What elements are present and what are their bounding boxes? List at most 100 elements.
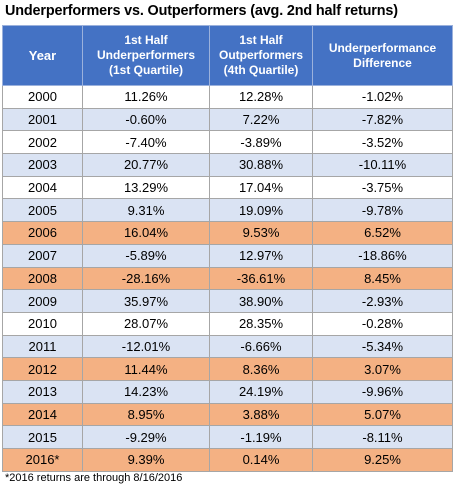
table-row: 2005 9.31% 19.09% -9.78%	[2, 198, 453, 223]
column-header-year: Year	[2, 25, 83, 86]
column-header-line: 1st Half	[124, 33, 168, 47]
table-row: 2014 8.95% 3.88% 5.07%	[2, 402, 453, 427]
cell-out: -1.19%	[209, 425, 313, 449]
cell-diff: 8.45%	[312, 266, 453, 291]
cell-out: 7.22%	[209, 107, 313, 132]
cell-under: -9.29%	[82, 425, 210, 449]
column-header-line: Underperformance	[328, 40, 437, 55]
cell-under: 11.44%	[82, 357, 210, 381]
cell-diff: -7.82%	[312, 107, 453, 132]
table-row: 2006 16.04% 9.53% 6.52%	[2, 221, 453, 245]
column-header-out: 1st Half Outperformers (4th Quartile)	[209, 25, 313, 86]
cell-diff: 5.07%	[312, 402, 453, 427]
cell-diff: 3.07%	[312, 357, 453, 381]
cell-under: 35.97%	[82, 289, 210, 313]
cell-year: 2001	[2, 107, 83, 132]
table-row: 2015 -9.29% -1.19% -8.11%	[2, 425, 453, 449]
cell-under: -28.16%	[82, 266, 210, 291]
cell-diff: 9.25%	[312, 448, 453, 472]
cell-out: 12.28%	[209, 85, 313, 109]
column-header-line: Year	[28, 48, 57, 63]
cell-out: 28.35%	[209, 311, 313, 336]
cell-year: 2003	[2, 153, 83, 177]
cell-year: 2012	[2, 357, 83, 381]
cell-year: 2006	[2, 221, 83, 245]
table-row: 2012 11.44% 8.36% 3.07%	[2, 357, 453, 381]
table-row: 2002 -7.40% -3.89% -3.52%	[2, 130, 453, 155]
returns-table: Year 1st Half Underperformers (1st Quartile…	[2, 25, 453, 472]
cell-diff: -9.96%	[312, 379, 453, 404]
cell-year: 2005	[2, 198, 83, 223]
cell-year: 2011	[2, 334, 83, 359]
cell-under: 28.07%	[82, 311, 210, 336]
cell-under: 14.23%	[82, 379, 210, 404]
cell-under: 9.31%	[82, 198, 210, 223]
cell-diff: 6.52%	[312, 221, 453, 245]
table-header: Year 1st Half Underperformers (1st Quartile…	[2, 25, 453, 86]
table-row: 2003 20.77% 30.88% -10.11%	[2, 153, 453, 177]
column-header-line: Outperformers	[218, 48, 304, 62]
cell-year: 2014	[2, 402, 83, 427]
cell-year: 2009	[2, 289, 83, 313]
cell-out: 38.90%	[209, 289, 313, 313]
cell-diff: -3.52%	[312, 130, 453, 155]
column-header-line: 1st Half	[239, 33, 283, 47]
cell-year: 2016*	[2, 448, 83, 472]
cell-out: 9.53%	[209, 221, 313, 245]
cell-out: 0.14%	[209, 448, 313, 472]
cell-under: -12.01%	[82, 334, 210, 359]
table-title: Underperformers vs. Outperformers (avg. …	[5, 3, 398, 19]
cell-out: 12.97%	[209, 243, 313, 268]
cell-year: 2008	[2, 266, 83, 291]
column-header-line: Difference	[353, 55, 412, 70]
cell-under: 16.04%	[82, 221, 210, 245]
cell-out: -3.89%	[209, 130, 313, 155]
cell-under: -7.40%	[82, 130, 210, 155]
cell-out: 8.36%	[209, 357, 313, 381]
cell-year: 2007	[2, 243, 83, 268]
cell-diff: -9.78%	[312, 198, 453, 223]
cell-out: -6.66%	[209, 334, 313, 359]
cell-diff: -8.11%	[312, 425, 453, 449]
cell-diff: -1.02%	[312, 85, 453, 109]
cell-year: 2015	[2, 425, 83, 449]
cell-diff: -3.75%	[312, 175, 453, 200]
cell-under: 8.95%	[82, 402, 210, 427]
header-row: Year 1st Half Underperformers (1st Quartile…	[2, 25, 453, 86]
table-row: 2016* 9.39% 0.14% 9.25%	[2, 448, 453, 472]
cell-year: 2010	[2, 311, 83, 336]
cell-under: 11.26%	[82, 85, 210, 109]
table-row: 2008 -28.16% -36.61% 8.45%	[2, 266, 453, 291]
cell-out: 30.88%	[209, 153, 313, 177]
cell-out: 3.88%	[209, 402, 313, 427]
table-row: 2013 14.23% 24.19% -9.96%	[2, 379, 453, 404]
cell-diff: -10.11%	[312, 153, 453, 177]
cell-diff: -2.93%	[312, 289, 453, 313]
column-header-line: (1st Quartile)	[108, 63, 183, 77]
cell-under: 9.39%	[82, 448, 210, 472]
table-row: 2011 -12.01% -6.66% -5.34%	[2, 334, 453, 359]
cell-year: 2002	[2, 130, 83, 155]
column-header-under: 1st Half Underperformers (1st Quartile)	[82, 25, 210, 86]
table-body: 2000 11.26% 12.28% -1.02% 2001 -0.60% 7.22% -7.…	[2, 85, 453, 472]
table-row: 2001 -0.60% 7.22% -7.82%	[2, 107, 453, 132]
cell-under: 13.29%	[82, 175, 210, 200]
table-row: 2000 11.26% 12.28% -1.02%	[2, 85, 453, 109]
cell-year: 2000	[2, 85, 83, 109]
cell-out: 19.09%	[209, 198, 313, 223]
table-row: 2007 -5.89% 12.97% -18.86%	[2, 243, 453, 268]
cell-under: -0.60%	[82, 107, 210, 132]
table-row: 2010 28.07% 28.35% -0.28%	[2, 311, 453, 336]
cell-under: -5.89%	[82, 243, 210, 268]
table-row: 2004 13.29% 17.04% -3.75%	[2, 175, 453, 200]
column-header-line: Underperformers	[96, 48, 196, 62]
cell-diff: -0.28%	[312, 311, 453, 336]
footnote: *2016 returns are through 8/16/2016	[5, 472, 183, 484]
cell-year: 2013	[2, 379, 83, 404]
column-header-diff: Underperformance Difference	[312, 25, 453, 86]
cell-diff: -18.86%	[312, 243, 453, 268]
cell-out: 17.04%	[209, 175, 313, 200]
cell-out: 24.19%	[209, 379, 313, 404]
column-header-line: (4th Quartile)	[223, 63, 299, 77]
cell-under: 20.77%	[82, 153, 210, 177]
